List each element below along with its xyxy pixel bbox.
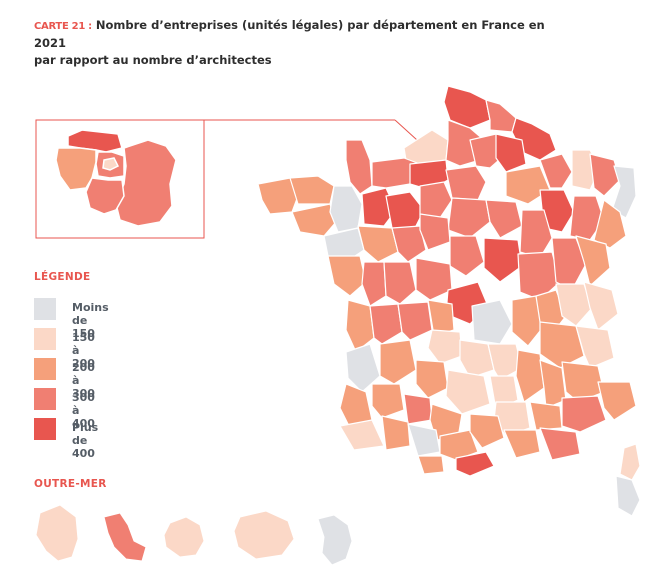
dept-marne [505, 165, 551, 205]
dept-vosges [593, 199, 627, 249]
guadeloupe-shape [35, 504, 79, 562]
dept-77-inset [115, 139, 177, 227]
dept-lot-et-garonne [371, 383, 405, 419]
legend-swatch [34, 328, 56, 350]
dept-saone-et-loire [517, 251, 561, 301]
dept-cantal [459, 339, 495, 379]
legend-swatch [34, 388, 56, 410]
dept-haute-vienne [397, 301, 433, 341]
dept-cotes-armor [289, 175, 335, 205]
dept-haute-loire [487, 343, 523, 381]
dept-haute-savoie [583, 281, 619, 331]
dept-pas-de-calais [485, 99, 517, 133]
dept-78-inset [55, 147, 97, 191]
dept-maine-et-loire [357, 225, 399, 263]
dept-ariege [417, 455, 445, 475]
legend-swatch [34, 298, 56, 320]
dept-sarthe [385, 191, 425, 231]
dept-loir-et-cher [419, 213, 451, 251]
dept-vendee [327, 255, 367, 297]
dept-jura [551, 237, 587, 291]
dept-pyrenees-atlantiques [339, 419, 385, 451]
dept-nievre [483, 237, 523, 283]
dept-corse-du-sud [615, 475, 641, 517]
map-number-tag: CARTE 21 : [34, 21, 92, 32]
dept-puy-de-dome [471, 299, 513, 345]
dept-cote-dor [519, 209, 553, 259]
title-line-2: par rapport au nombre d’architectes [34, 53, 272, 67]
dept-moselle [589, 153, 621, 197]
dept-doubs [575, 235, 611, 287]
dept-ille-et-vilaine [329, 185, 363, 233]
legend-label: 300 à 400 [72, 391, 95, 430]
dept-loire [511, 295, 545, 347]
dept-ardennes [539, 153, 573, 189]
dept-dordogne [379, 339, 417, 385]
dept-eure-et-loir [419, 181, 453, 219]
ile-de-france-inset [35, 119, 429, 239]
dept-loiret [447, 197, 491, 239]
dept-correze [427, 329, 463, 365]
dept-calvados [403, 129, 449, 165]
legend-swatch [34, 358, 56, 380]
dept-drome [539, 359, 567, 409]
legend-heading: LÉGENDE [34, 271, 91, 283]
legend-swatch [34, 418, 56, 440]
dept-bouches-du-rhone [503, 429, 541, 459]
dept-alpes-maritimes [597, 381, 637, 421]
reunion-shape [233, 510, 295, 560]
dept-75-inset [102, 157, 120, 171]
dept-lot [415, 359, 449, 399]
dept-creuse [427, 299, 455, 337]
inset-frame [35, 119, 205, 239]
dept-ain [555, 283, 593, 327]
mayotte-shape [317, 514, 353, 566]
dept-gers [381, 415, 411, 451]
dept-cher [449, 235, 485, 277]
dept-ardeche [515, 349, 545, 403]
dept-ile-de-france [445, 165, 487, 201]
dept-aveyron [445, 369, 491, 415]
dept-pyrenees-orientales [455, 451, 495, 477]
dept-herault [469, 413, 505, 449]
outremer-map [35, 504, 353, 566]
dept-manche [345, 139, 373, 195]
guyane-shape [163, 516, 205, 558]
outremer-heading: OUTRE-MER [34, 478, 107, 490]
dept-nord [443, 85, 491, 129]
dept-gironde [345, 343, 381, 393]
dept-aisne [495, 133, 527, 173]
dept-var [539, 427, 581, 461]
dept-vaucluse [529, 401, 563, 431]
dept-deux-sevres [361, 261, 387, 307]
dept-indre-et-loire [391, 225, 427, 263]
map-title: CARTE 21 : Nombre d’entreprises (unités … [34, 17, 554, 69]
dept-haute-corse [619, 443, 641, 481]
dept-91-inset [85, 177, 125, 215]
martinique-shape [103, 512, 147, 562]
legend-label: Plus de 400 [72, 421, 99, 460]
dept-charente [369, 303, 403, 345]
dept-indre [415, 257, 453, 301]
legend-label: 150 à 200 [72, 331, 95, 370]
dept-charente-maritime [345, 299, 375, 353]
title-line-1: Nombre d’entreprises (unités légales) pa… [34, 18, 545, 50]
dept-tarn-et-garonne [403, 393, 433, 425]
dept-bas-rhin [611, 165, 637, 219]
dept-alpes-de-haute-provence [561, 395, 607, 433]
dept-yonne [485, 199, 523, 239]
dept-isere [539, 321, 585, 369]
legend-label: 200 à 300 [72, 361, 95, 400]
dept-morbihan [291, 203, 337, 237]
dept-95-inset [67, 129, 123, 153]
dept-savoie [575, 325, 615, 369]
dept-vienne [383, 261, 417, 305]
legend-label: Moins de 150 [72, 301, 109, 340]
